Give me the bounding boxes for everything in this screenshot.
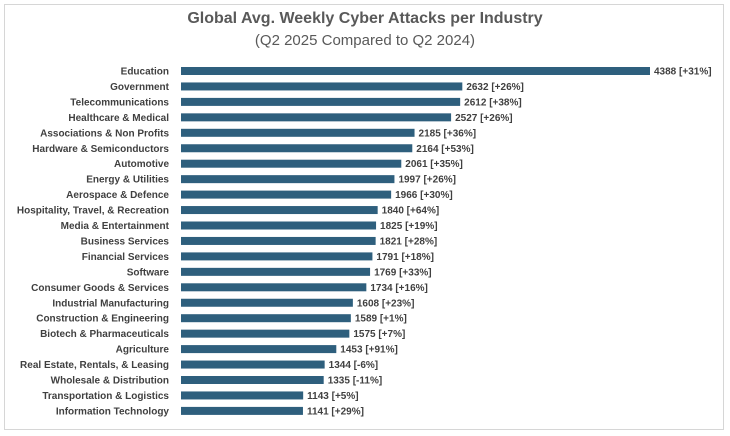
category-label: Aerospace & Defence: [66, 190, 169, 201]
chart-subtitle: (Q2 2025 Compared to Q2 2024): [254, 32, 476, 49]
category-label: Business Services: [81, 236, 170, 247]
data-label: 4388 [+31%]: [654, 67, 712, 78]
bar: [181, 298, 353, 307]
bar: [181, 314, 351, 323]
data-label: 1141 [+29%]: [307, 406, 364, 417]
bar: [181, 283, 367, 292]
data-label: 2527 [+26%]: [455, 113, 513, 124]
data-label: 1821 [+28%]: [380, 236, 438, 247]
data-label: 1608 [+23%]: [357, 298, 415, 309]
data-label: 1997 [+26%]: [398, 175, 456, 186]
bar: [181, 190, 392, 199]
bar: [181, 159, 402, 168]
bar: [181, 144, 413, 153]
category-label: Information Technology: [56, 406, 170, 417]
category-label: Hardware & Semiconductors: [32, 144, 169, 155]
bar: [181, 236, 376, 245]
bar: [181, 360, 325, 369]
data-label: 2185 [+36%]: [419, 128, 477, 139]
data-label: 1825 [+19%]: [380, 221, 438, 232]
category-label: Transportation & Logistics: [42, 391, 169, 402]
category-label: Biotech & Pharmaceuticals: [40, 329, 169, 340]
category-label: Wholesale & Distribution: [51, 376, 169, 387]
data-label: 1344 [-6%]: [329, 360, 378, 371]
bar: [181, 175, 395, 184]
data-label: 2632 [+26%]: [466, 82, 524, 93]
category-label: Media & Entertainment: [61, 221, 170, 232]
data-label: 1453 [+91%]: [340, 345, 398, 356]
data-label: 1769 [+33%]: [374, 267, 432, 278]
bar: [181, 391, 304, 400]
data-label: 1734 [+16%]: [370, 283, 428, 294]
category-label: Healthcare & Medical: [68, 113, 169, 124]
data-label: 1335 [-11%]: [328, 376, 382, 387]
category-label: Software: [127, 267, 170, 278]
data-label: 1575 [+7%]: [353, 329, 405, 340]
bar: [181, 345, 337, 354]
bar: [181, 97, 461, 106]
data-label: 2164 [+53%]: [416, 144, 474, 155]
bar: [181, 113, 452, 122]
category-label: Real Estate, Rentals, & Leasing: [20, 360, 169, 371]
category-label: Construction & Engineering: [36, 314, 169, 325]
category-label: Automotive: [114, 159, 169, 170]
category-label: Government: [110, 82, 170, 93]
data-label: 2612 [+38%]: [464, 97, 522, 108]
bar: [181, 128, 415, 137]
bar: [181, 67, 650, 75]
category-label: Financial Services: [82, 252, 170, 263]
bar: [181, 206, 378, 215]
bar: [181, 376, 324, 384]
data-label: 1966 [+30%]: [395, 190, 453, 201]
category-label: Associations & Non Profits: [40, 128, 169, 139]
bar: [181, 82, 463, 91]
data-label: 1143 [+5%]: [307, 391, 358, 402]
category-label: Energy & Utilities: [86, 175, 169, 186]
data-label: 1840 [+64%]: [382, 206, 440, 217]
category-label: Telecommunications: [70, 97, 169, 108]
category-label: Agriculture: [116, 345, 170, 356]
data-label: 2061 [+35%]: [405, 159, 463, 170]
chart-title: Global Avg. Weekly Cyber Attacks per Ind…: [187, 10, 543, 27]
category-label: Consumer Goods & Services: [31, 283, 169, 294]
bar: [181, 406, 303, 415]
bar: [181, 221, 377, 230]
data-label: 1589 [+1%]: [355, 314, 407, 325]
category-label: Education: [121, 67, 169, 78]
data-label: 1791 [+18%]: [376, 252, 434, 263]
bar: [181, 267, 371, 276]
bar: [181, 329, 350, 338]
category-label: Industrial Manufacturing: [52, 298, 169, 309]
bar: [181, 252, 373, 261]
category-label: Hospitality, Travel, & Recreation: [17, 206, 169, 217]
